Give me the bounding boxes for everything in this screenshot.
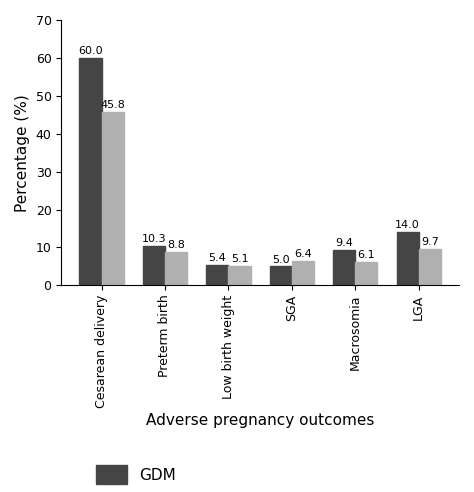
Text: 10.3: 10.3 [142,234,166,245]
Text: 5.0: 5.0 [272,254,290,265]
Text: 45.8: 45.8 [100,100,125,110]
Text: 9.4: 9.4 [335,238,353,248]
Text: 9.7: 9.7 [421,237,439,246]
Bar [79,58,101,285]
Text: 60.0: 60.0 [78,46,103,56]
Y-axis label: Percentage (%): Percentage (%) [15,94,30,212]
Bar [101,112,124,285]
Bar [143,246,165,285]
Text: 5.4: 5.4 [209,253,226,263]
Text: 6.1: 6.1 [357,250,375,260]
Legend: GDM, Non-GDM: GDM, Non-GDM [89,458,220,492]
Text: 5.1: 5.1 [231,254,248,264]
Bar [292,261,314,285]
Bar [333,250,356,285]
Bar [419,248,441,285]
X-axis label: Adverse pregnancy outcomes: Adverse pregnancy outcomes [146,413,374,429]
Bar [206,265,228,285]
Bar [356,262,377,285]
Text: 14.0: 14.0 [395,220,420,230]
Bar [270,266,292,285]
Bar [165,252,187,285]
Text: 6.4: 6.4 [294,249,312,259]
Bar [228,266,251,285]
Bar [397,232,419,285]
Text: 8.8: 8.8 [167,240,185,250]
